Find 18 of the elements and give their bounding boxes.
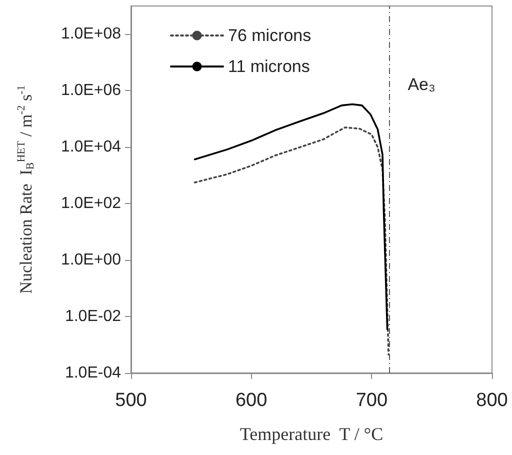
line-series — [194, 126, 390, 356]
x-tick-label: 600 — [235, 390, 268, 411]
x-tick-label: 500 — [115, 390, 147, 411]
y-axis-title: Nucleation Rate IBHET / m-2 s-1 — [16, 85, 36, 294]
line-series — [194, 103, 388, 330]
y-tick-label: 1.0E+06 — [60, 82, 122, 100]
x-axis-title: Temperature T / °C — [240, 424, 384, 444]
x-tick-label: 800 — [476, 390, 508, 411]
legend-label: 11 microns — [228, 57, 310, 76]
y-tick-label: 1.0E-02 — [64, 308, 122, 326]
y-tick-label: 1.0E+00 — [60, 252, 122, 269]
ref-line-label: Ae₃ — [408, 75, 436, 94]
y-tick-label: 1.0E-04 — [64, 364, 122, 382]
y-tick-label: 1.0E+08 — [60, 26, 122, 43]
legend-label: 76 microns — [228, 26, 312, 45]
y-tick-label: 1.0E+04 — [60, 138, 122, 156]
y-tick-label: 1.0E+02 — [60, 195, 122, 212]
x-tick-label: 700 — [356, 390, 388, 411]
